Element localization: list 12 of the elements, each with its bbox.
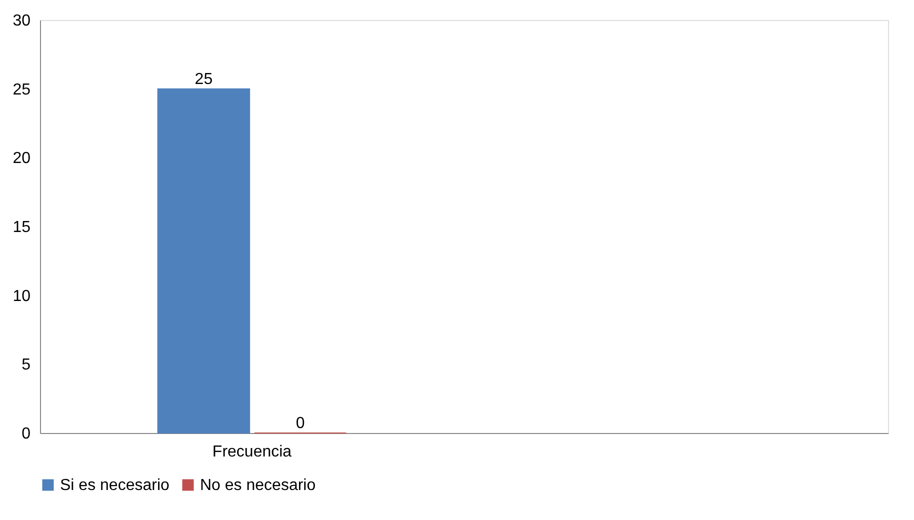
y-tick-label: 30 [12,12,31,30]
data-label: 25 [194,70,213,88]
y-tick-label: 5 [22,356,31,374]
y-tick-label: 0 [22,426,31,442]
y-tick-label: 10 [12,288,31,305]
y-tick-label: 25 [12,81,31,98]
x-tick-label: Frecuencia [212,444,292,460]
y-tick-label: 20 [12,150,31,168]
data-label: 0 [296,415,305,432]
legend-label: No es necesario [200,477,316,494]
legend-label: Si es necesario [60,477,170,494]
y-tick-label: 15 [12,219,31,236]
